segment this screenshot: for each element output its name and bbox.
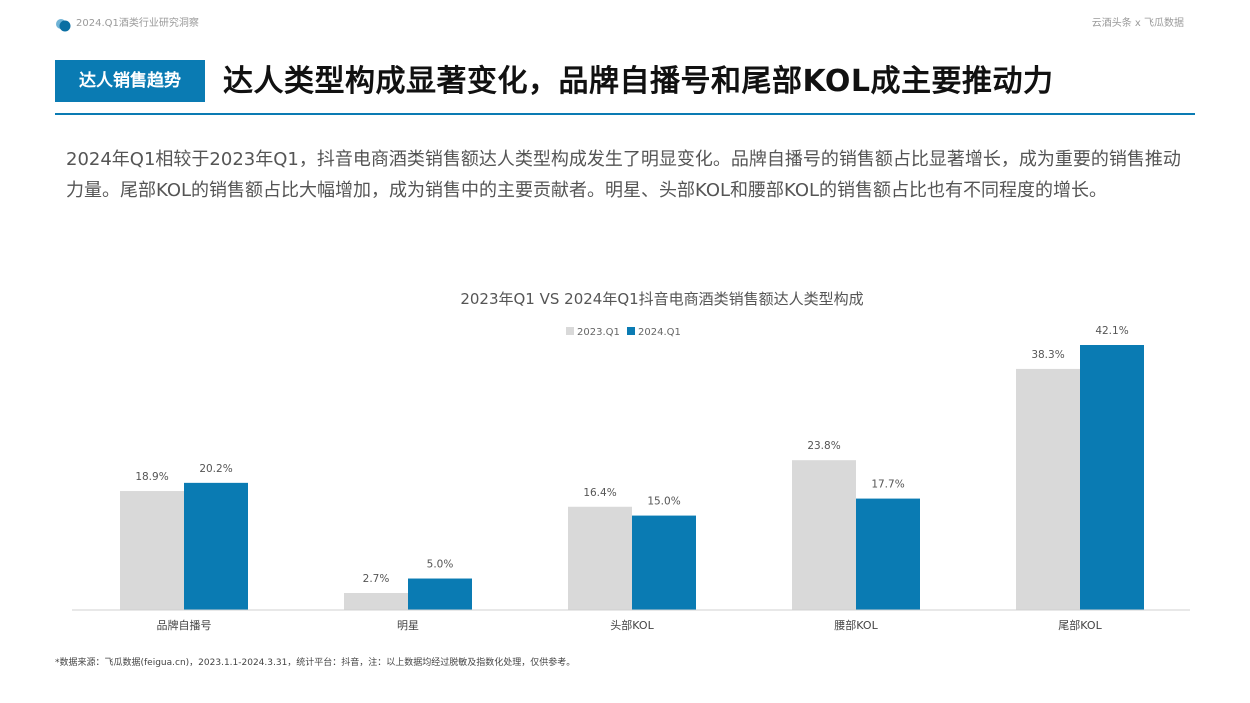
data-source-footnote: *数据来源：飞瓜数据(feigua.cn)，2023.1.1-2024.3.31… [55, 658, 576, 668]
bar-0-2 [568, 506, 632, 610]
document-name: 2024.Q1酒类行业研究洞察 [76, 18, 199, 29]
bar-1-3 [856, 498, 920, 610]
data-label-1-2: 15.0% [647, 496, 680, 508]
x-tick-label-2: 头部KOL [610, 618, 654, 632]
x-tick-label-4: 尾部KOL [1058, 618, 1102, 632]
data-label-0-2: 16.4% [583, 487, 616, 499]
logo-icon [56, 19, 71, 32]
top-bar: 2024.Q1酒类行业研究洞察 云酒头条 x 飞瓜数据 [0, 0, 1250, 48]
data-label-1-4: 42.1% [1095, 325, 1128, 337]
brand-credit: 云酒头条 x 飞瓜数据 [1091, 18, 1184, 29]
bar-0-4 [1016, 368, 1080, 610]
legend-label-1: 2024.Q1 [638, 327, 681, 338]
headline-divider [55, 113, 1195, 115]
x-tick-label-1: 明星 [397, 619, 419, 632]
legend-swatch-0 [566, 327, 574, 335]
data-label-0-4: 38.3% [1031, 349, 1064, 361]
bar-1-2 [632, 515, 696, 610]
bar-1-1 [408, 578, 472, 610]
chart-legend: 2023.Q1 2024.Q1 [566, 327, 681, 338]
data-label-0-1: 2.7% [363, 573, 390, 585]
data-label-1-0: 20.2% [199, 463, 232, 475]
chart-bars: 18.9% 20.2% 2.7% 5.0% 16.4% 15.0% 23.8% 17.7% 38… [120, 325, 1144, 610]
bar-0-1 [344, 593, 408, 610]
x-axis-labels: 品牌自播号 明星 头部KOL 腰部KOL 尾部KOL [157, 618, 1103, 632]
x-tick-label-0: 品牌自播号 [157, 618, 212, 632]
data-label-1-1: 5.0% [427, 559, 454, 571]
summary-paragraph: 2024年Q1相较于2023年Q1，抖音电商酒类销售额达人类型构成发生了明显变化… [66, 149, 1181, 201]
bar-1-0 [184, 482, 248, 610]
data-label-1-3: 17.7% [871, 479, 904, 491]
bar-0-3 [792, 460, 856, 610]
data-label-0-0: 18.9% [135, 471, 168, 483]
x-tick-label-3: 腰部KOL [834, 618, 878, 632]
legend-swatch-1 [627, 327, 635, 335]
bar-0-0 [120, 491, 184, 610]
data-label-0-3: 23.8% [807, 440, 840, 452]
bar-chart: 2023年Q1 VS 2024年Q1抖音电商酒类销售额达人类型构成 2023.Q… [72, 290, 1190, 632]
bar-1-4 [1080, 345, 1144, 610]
page-headline: 达人类型构成显著变化，品牌自播号和尾部KOL成主要推动力 [223, 64, 1054, 99]
section-tag: 达人销售趋势 [55, 60, 205, 102]
legend-label-0: 2023.Q1 [577, 327, 620, 338]
chart-title: 2023年Q1 VS 2024年Q1抖音电商酒类销售额达人类型构成 [460, 290, 863, 308]
